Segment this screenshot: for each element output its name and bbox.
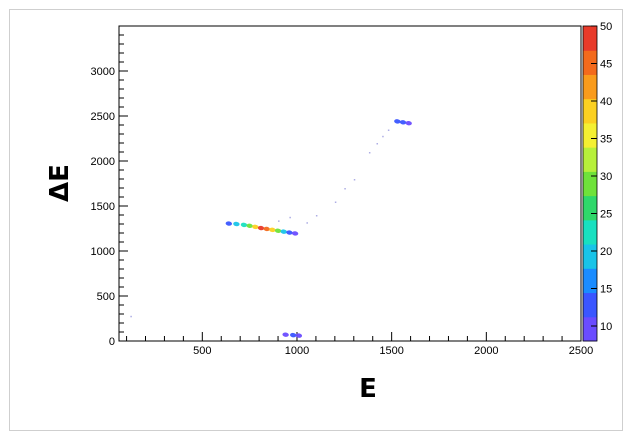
sparse-point	[130, 315, 132, 318]
colorbar-band	[583, 268, 597, 294]
sparse-point	[334, 201, 337, 203]
sparse-point	[315, 215, 318, 217]
y-tick-label: 3000	[91, 66, 115, 78]
heatmap-cell-main	[252, 224, 259, 230]
colorbar-tick-label: 20	[600, 246, 612, 258]
heatmap-cell-low	[290, 332, 297, 338]
colorbar-tick-label: 25	[600, 209, 612, 221]
heatmap-cell-main	[280, 229, 287, 234]
sparse-point	[382, 135, 384, 138]
sparse-point	[353, 179, 356, 181]
sparse-point	[344, 188, 346, 190]
heatmap-cell-main	[257, 225, 265, 231]
x-axis-title: E	[359, 374, 377, 404]
y-tick-label: 2000	[91, 156, 115, 168]
colorbar-band	[583, 244, 597, 269]
plot-area	[118, 25, 582, 342]
sparse-point	[368, 152, 371, 154]
colorbar-band	[583, 292, 597, 318]
colorbar-tick-label: 45	[600, 59, 612, 71]
x-axis: 500 1000 1500 2000 2500	[126, 332, 593, 357]
colorbar-tick-label: 50	[600, 21, 612, 33]
x-tick-label: 2000	[474, 345, 498, 357]
colorbar-tick-label: 40	[600, 96, 612, 108]
heatmap-cell-main	[291, 231, 299, 236]
sparse-point	[289, 216, 291, 219]
heatmap-cell-main	[240, 222, 248, 228]
x-tick-label: 1000	[285, 345, 309, 357]
colorbar-band	[583, 171, 597, 197]
y-tick-label: 0	[109, 336, 115, 348]
heatmap-cell-main	[225, 221, 233, 226]
x-tick-label: 2500	[569, 345, 593, 357]
colorbar-tick-label: 10	[600, 321, 612, 333]
x-tick-label: 500	[193, 345, 211, 357]
y-tick-label: 1000	[91, 246, 115, 258]
heatmap-cell-upper	[405, 120, 412, 126]
y-tick-label: 1500	[91, 201, 115, 213]
colorbar-tick-label: 30	[600, 171, 612, 183]
colorbar-border	[582, 25, 598, 342]
y-tick-label: 500	[97, 291, 115, 303]
heatmap-cell-upper	[394, 119, 401, 124]
colorbar-band	[583, 122, 597, 148]
sparse-point	[306, 222, 308, 224]
heatmap-cell-main	[269, 227, 276, 233]
colorbar-band	[583, 195, 597, 221]
heatmap-cell-main	[233, 221, 240, 227]
sparse-point	[387, 129, 390, 131]
colorbar-band	[583, 219, 597, 245]
colorbar-tick-label: 35	[600, 134, 612, 146]
heatmap-cell-low	[295, 333, 303, 338]
colorbar-band	[583, 98, 597, 124]
sparse-point	[278, 220, 280, 222]
heatmap-marks	[130, 119, 412, 338]
x-tick-label: 1500	[379, 345, 403, 357]
colorbar: 10 15 20 25 30 35 40 45 50	[582, 21, 612, 342]
y-axis: 0 500 1000 1500 2000 2500 3000	[91, 34, 128, 348]
colorbar-band	[583, 147, 597, 172]
colorbar-band	[583, 50, 597, 75]
heatmap-cell-main	[286, 230, 293, 235]
colorbar-band	[583, 316, 597, 342]
heatmap-cell-main	[263, 226, 270, 232]
heatmap-cell-main	[274, 228, 282, 233]
colorbar-band	[583, 74, 597, 100]
y-tick-label: 2500	[91, 111, 115, 123]
heatmap-cell-low	[282, 332, 289, 337]
heatmap-cell-upper	[399, 120, 407, 125]
sparse-point	[376, 143, 379, 145]
colorbar-band	[583, 26, 597, 51]
colorbar-tick-label: 15	[600, 284, 612, 296]
y-axis-title: ΔE	[45, 164, 75, 202]
heatmap-cell-main	[246, 223, 253, 229]
